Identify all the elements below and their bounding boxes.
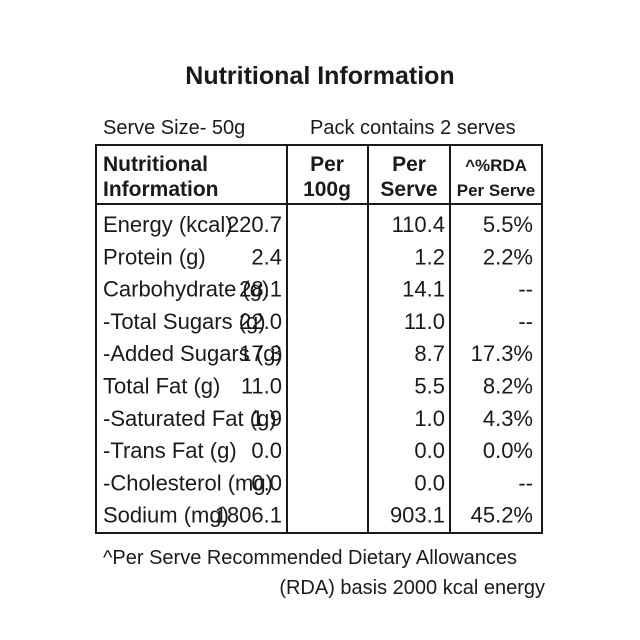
nutrient-value: 0.0 — [251, 438, 282, 463]
nutrient-value: 0.0 — [251, 470, 282, 495]
nutrient-value: 14.1 — [402, 277, 445, 302]
header-cell: Serve — [380, 178, 437, 201]
header-cell: 100g — [303, 178, 351, 201]
nutrient-value: 1.9 — [251, 406, 282, 431]
nutrient-name: Protein (g) — [103, 244, 206, 269]
header-cell: Information — [103, 178, 219, 201]
nutrient-value: 220.7 — [227, 212, 282, 237]
nutrient-name: -Total Sugars (g) — [103, 309, 266, 334]
nutrient-name: -Trans Fat (g) — [103, 438, 237, 463]
nutrient-value: 8.2% — [483, 374, 533, 399]
nutrient-value: 2.4 — [251, 244, 282, 269]
table-border — [95, 144, 543, 534]
nutrient-value: 22.0 — [239, 309, 282, 334]
nutrient-value: 1.0 — [414, 406, 445, 431]
header-cell: Per Serve — [457, 181, 535, 200]
nutrient-value: 8.7 — [414, 341, 445, 366]
nutrient-value: 5.5% — [483, 212, 533, 237]
nutrient-value: -- — [518, 309, 533, 334]
nutrient-name: Energy (kcal) — [103, 212, 233, 237]
nutrient-value: 5.5 — [414, 374, 445, 399]
nutrient-value: 17.3% — [471, 341, 533, 366]
nutrient-value: 1.2 — [414, 244, 445, 269]
nutrient-value: 110.4 — [392, 212, 445, 237]
footnote: ^Per Serve Recommended Dietary Allowance… — [103, 547, 517, 569]
nutrient-value: 1806.1 — [215, 503, 282, 528]
nutrient-value: 0.0 — [414, 438, 445, 463]
header-cell: Per — [392, 153, 426, 176]
nutrient-value: 903.1 — [390, 503, 445, 528]
nutrient-name: Carbohydrate (g) — [103, 277, 269, 302]
nutrient-value: 28.1 — [239, 277, 282, 302]
nutrient-value: 11.0 — [241, 374, 282, 399]
footnote: (RDA) basis 2000 kcal energy — [279, 577, 545, 599]
nutrient-value: 4.3% — [483, 406, 533, 431]
header-cell: Nutritional — [103, 153, 208, 176]
nutrient-value: -- — [518, 470, 533, 495]
nutrient-value: 0.0 — [414, 470, 445, 495]
header-cell: ^%RDA — [465, 156, 527, 175]
title: Nutritional Information — [185, 62, 454, 90]
nutrient-name: -Saturated Fat (g) — [103, 406, 277, 431]
nutrient-value: 11.0 — [404, 309, 445, 334]
nutrient-name: -Added Sugars (g) — [103, 341, 283, 366]
nutrient-value: 0.0% — [483, 438, 533, 463]
nutrient-name: Total Fat (g) — [103, 374, 220, 399]
nutrient-value: 2.2% — [483, 244, 533, 269]
nutrient-name: Sodium (mg) — [103, 503, 229, 528]
nutrient-value: -- — [518, 277, 533, 302]
nutrient-name: -Cholesterol (mg) — [103, 470, 273, 495]
pack-info: Pack contains 2 serves — [310, 117, 516, 139]
serve-size: Serve Size- 50g — [103, 117, 245, 139]
header-cell: Per — [310, 153, 344, 176]
nutrient-value: 17.3 — [239, 341, 282, 366]
nutrient-value: 45.2% — [471, 503, 533, 528]
